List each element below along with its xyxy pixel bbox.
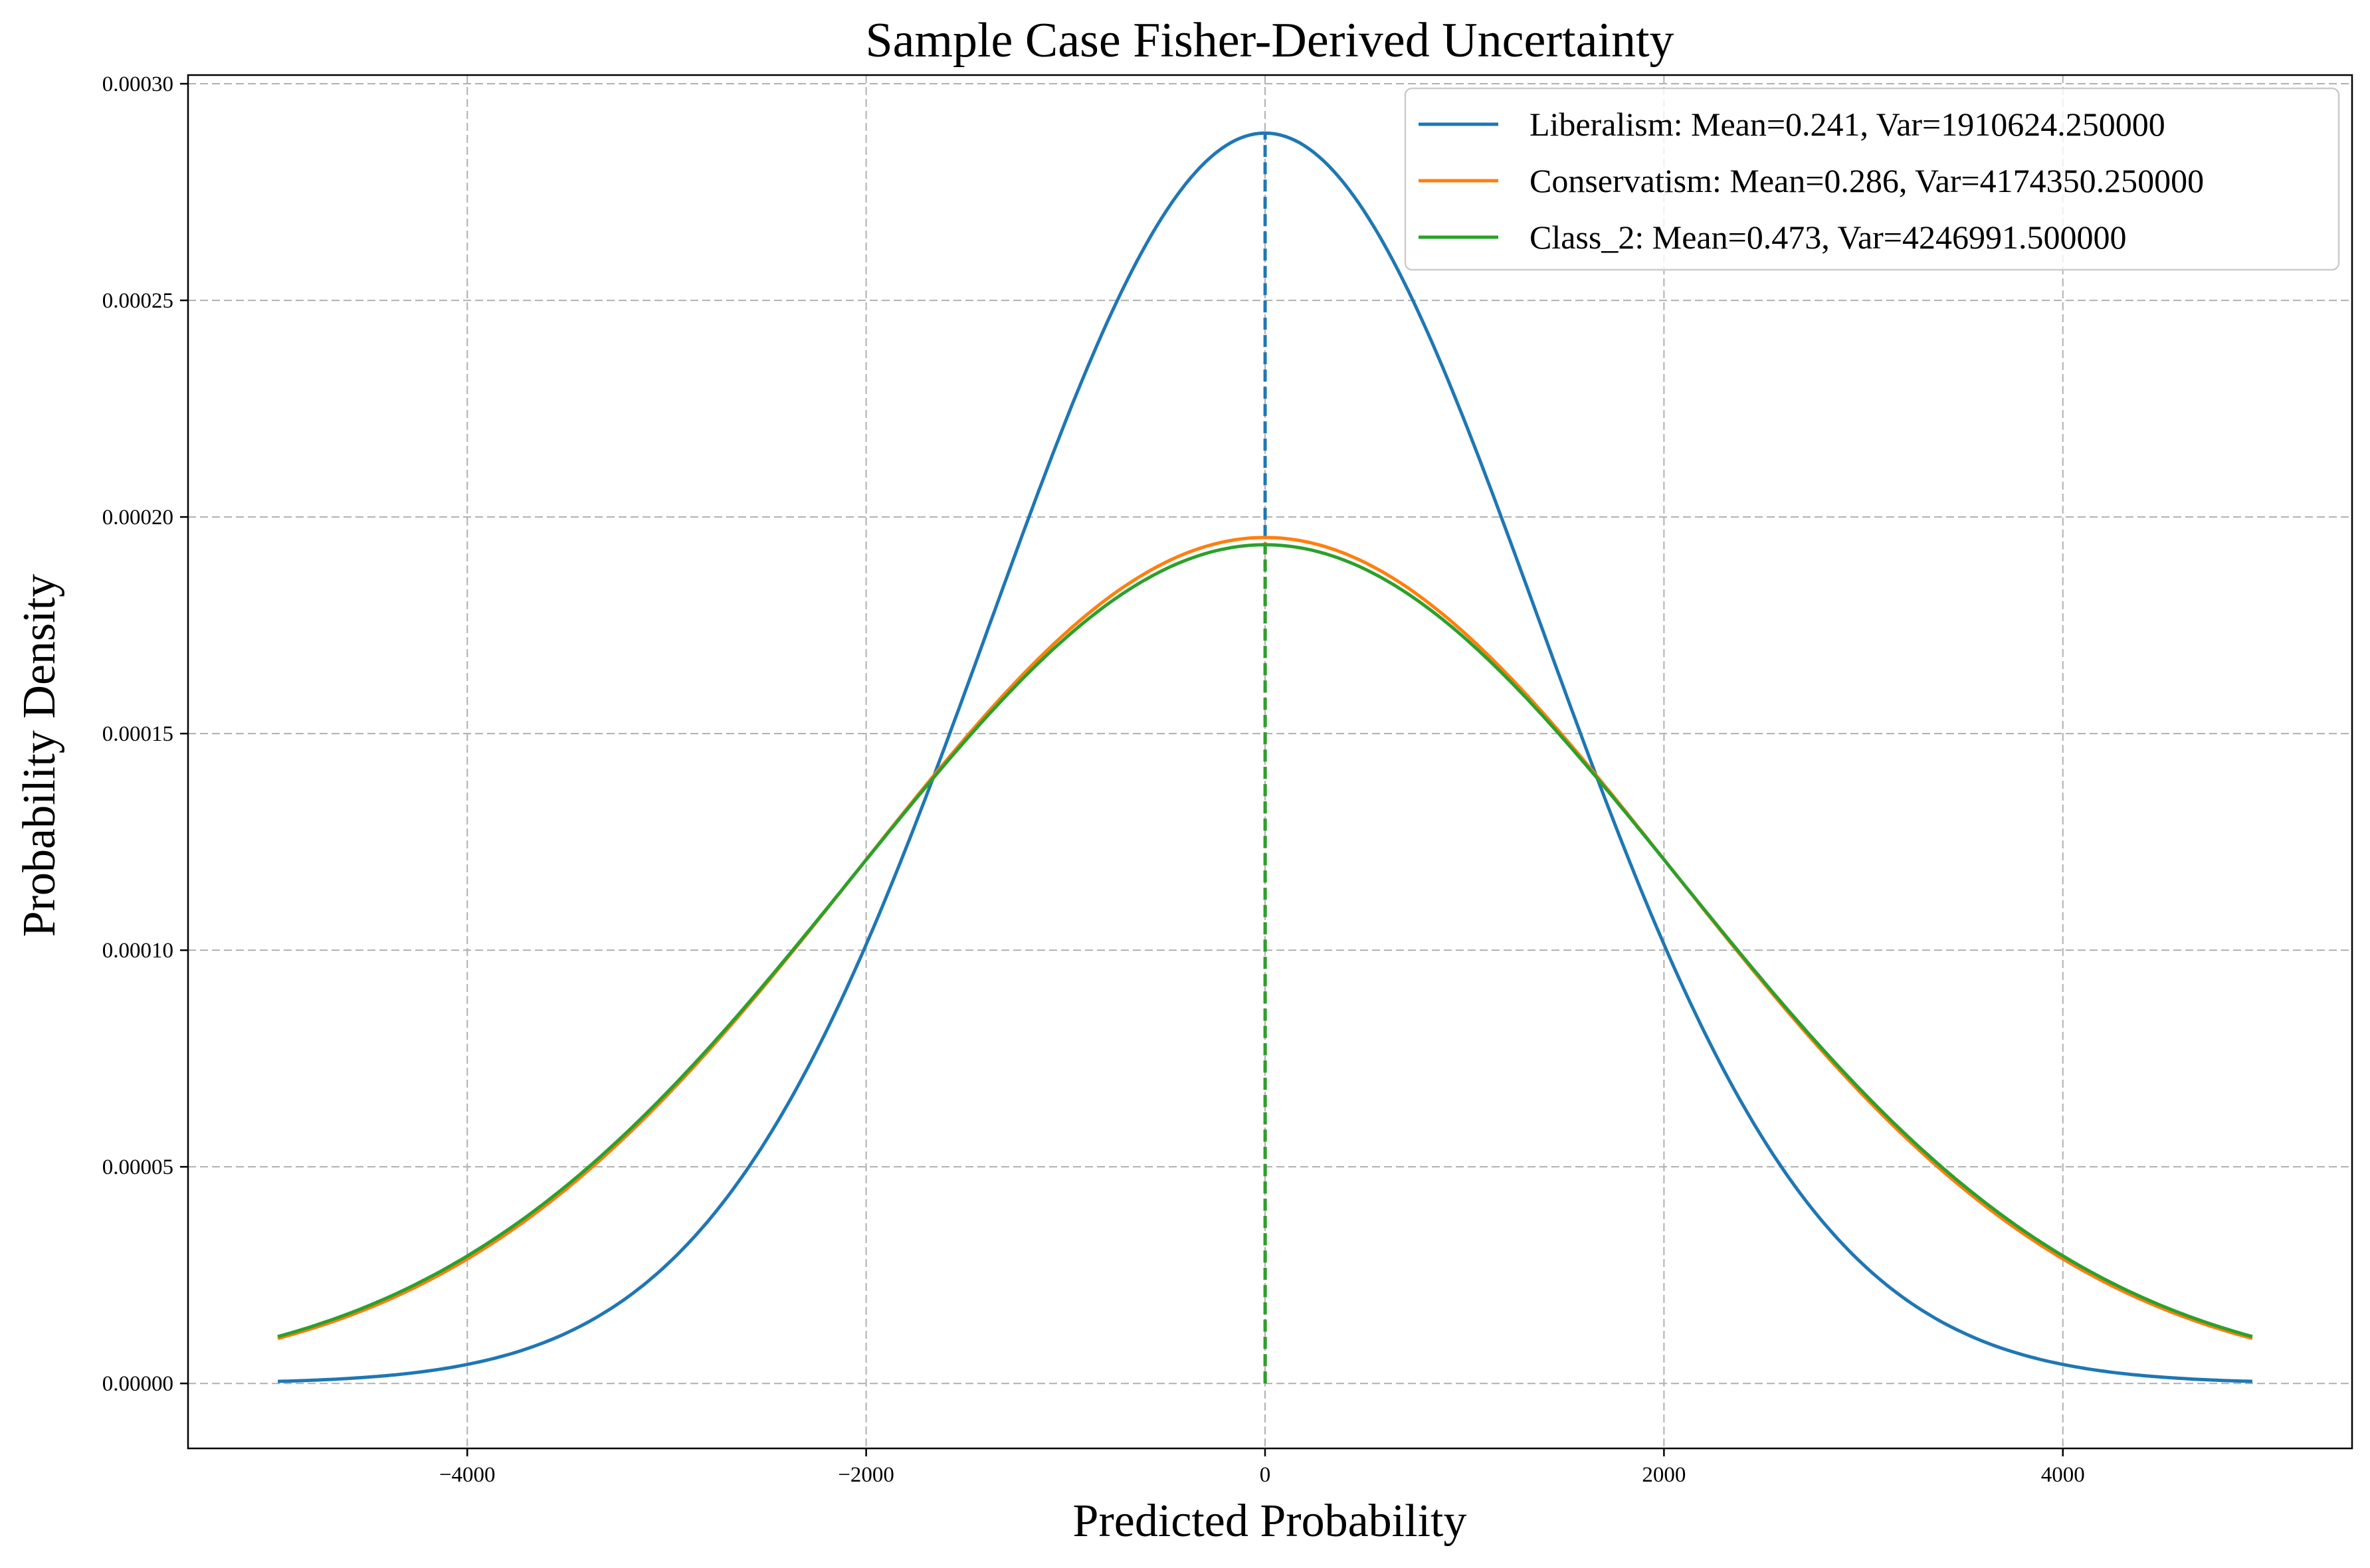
x-tick-label: 4000	[2041, 1463, 2085, 1487]
x-tick-label: −2000	[838, 1463, 894, 1487]
series-line	[277, 536, 2253, 1341]
y-tick-label: 0.00005	[102, 1155, 173, 1179]
legend-box	[1404, 87, 2340, 271]
y-tick-label: 0.00025	[102, 289, 173, 313]
x-axis-ticks: −4000 −2000 0 2000 4000	[439, 1448, 2085, 1487]
y-axis-ticks: 0.00000 0.00005 0.00010 0.00015 0.00020 0.000…	[102, 72, 188, 1396]
y-tick-label: 0.00030	[102, 72, 173, 96]
legend: Liberalism: Mean=0.241, Var=1910624.2500…	[1404, 87, 2340, 271]
chart-title: Sample Case Fisher-Derived Uncertainty	[865, 13, 1674, 68]
y-tick-label: 0.00020	[102, 506, 173, 530]
y-tick-label: 0.00015	[102, 722, 173, 746]
x-tick-label: −4000	[439, 1463, 496, 1487]
plot-frame	[187, 74, 2353, 1450]
series-line	[277, 543, 2253, 1339]
legend-entry: Conservatism: Mean=0.286, Var=4174350.25…	[1530, 162, 2204, 199]
series-lines	[277, 131, 2253, 1383]
x-tick-label: 2000	[1642, 1463, 1686, 1487]
legend-entry: Class_2: Mean=0.473, Var=4246991.500000	[1530, 219, 2127, 256]
legend-entry: Liberalism: Mean=0.241, Var=1910624.2500…	[1530, 106, 2165, 143]
x-axis-label: Predicted Probability	[1073, 1496, 1467, 1547]
x-tick-label: 0	[1260, 1463, 1271, 1487]
y-tick-label: 0.00010	[102, 939, 173, 963]
y-axis-label: Probability Density	[14, 574, 65, 937]
y-tick-label: 0.00000	[102, 1372, 173, 1396]
series-line	[278, 131, 2252, 1383]
